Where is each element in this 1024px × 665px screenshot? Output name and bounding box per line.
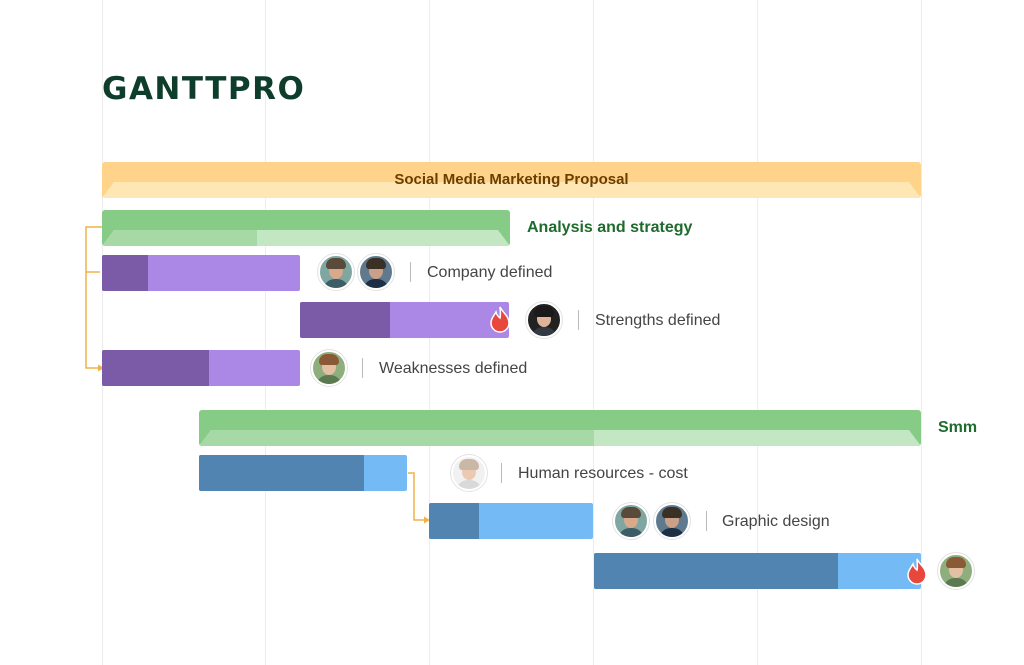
assignee-avatar[interactable] <box>654 503 690 539</box>
assignee-avatar[interactable] <box>451 455 487 491</box>
ganttpro-logo: GANTTPRO <box>102 71 306 107</box>
assignee-avatar[interactable] <box>318 254 354 290</box>
task-bar-final[interactable] <box>594 553 921 589</box>
phase-bar-analysis[interactable] <box>102 210 510 246</box>
task-label-company-defined: Company defined <box>427 264 553 281</box>
phase-progress <box>102 230 257 246</box>
task-progress <box>199 455 364 491</box>
task-bar-human-resources-cost[interactable] <box>199 455 407 491</box>
task-label-strengths-defined: Strengths defined <box>595 312 721 329</box>
assignee-avatar[interactable] <box>613 503 649 539</box>
assignee-avatar[interactable] <box>938 553 974 589</box>
phase-bar-smm[interactable] <box>199 410 921 446</box>
project-summary-bar[interactable]: Social Media Marketing Proposal <box>102 162 921 198</box>
label-separator <box>501 463 502 483</box>
task-progress <box>300 302 390 338</box>
timeline-gridline <box>757 0 758 665</box>
task-bar-strengths-defined[interactable] <box>300 302 509 338</box>
phase-label-smm: Smm <box>938 419 978 436</box>
task-label-human-resources-cost: Human resources - cost <box>518 465 688 482</box>
task-bar-company-defined[interactable] <box>102 255 300 291</box>
fire-icon <box>907 558 927 585</box>
project-bar-shade <box>102 182 921 198</box>
assignee-avatar[interactable] <box>358 254 394 290</box>
task-label-graphic-design: Graphic design <box>722 513 830 530</box>
phase-label-analysis: Analysis and strategy <box>527 219 693 236</box>
timeline-gridline <box>921 0 922 665</box>
task-bar-weaknesses-defined[interactable] <box>102 350 300 386</box>
timeline-gridline <box>593 0 594 665</box>
task-label-weaknesses-defined: Weaknesses defined <box>379 360 528 377</box>
dependency-arrow-icon <box>408 472 426 521</box>
dependency-arrow-icon <box>85 226 102 369</box>
label-separator <box>362 358 363 378</box>
dependency-arrow-icon <box>424 516 430 524</box>
task-progress <box>102 255 148 291</box>
assignee-avatar[interactable] <box>311 350 347 386</box>
task-bar-graphic-design[interactable] <box>429 503 593 539</box>
fire-icon <box>490 306 510 333</box>
assignee-avatar[interactable] <box>526 302 562 338</box>
label-separator <box>410 262 411 282</box>
label-separator <box>578 310 579 330</box>
timeline-gridline <box>102 0 103 665</box>
phase-progress <box>199 430 594 446</box>
timeline-gridline <box>265 0 266 665</box>
project-title: Social Media Marketing Proposal <box>394 171 629 188</box>
task-progress <box>594 553 838 589</box>
label-separator <box>706 511 707 531</box>
task-progress <box>429 503 479 539</box>
task-progress <box>102 350 209 386</box>
dependency-arrow-icon <box>98 364 104 372</box>
